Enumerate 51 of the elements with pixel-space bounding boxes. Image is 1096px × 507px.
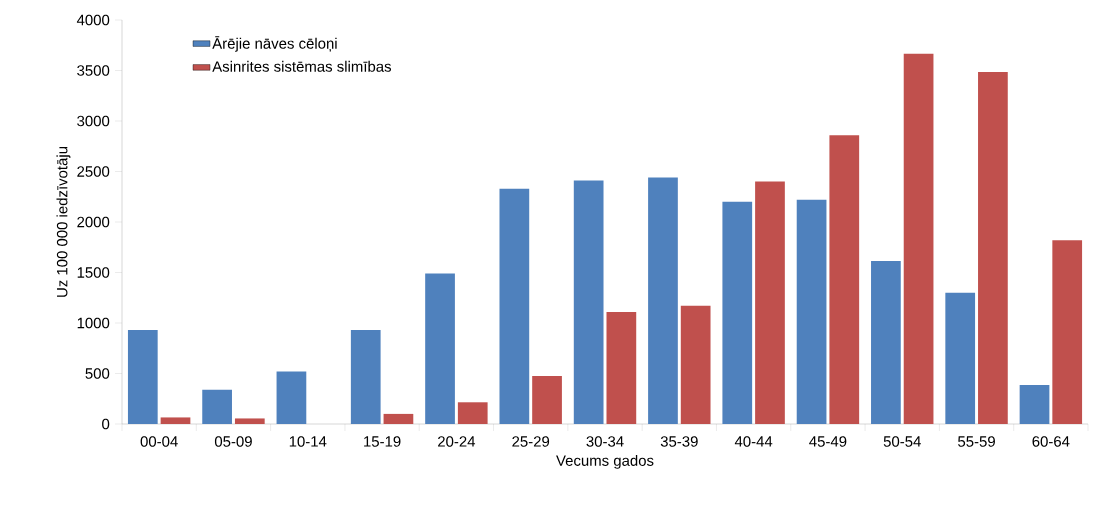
legend-label: Ārējie nāves cēloņi: [212, 36, 337, 52]
x-tick-label: 25-29: [512, 436, 550, 447]
bar: [383, 413, 414, 424]
bar: [978, 72, 1008, 424]
bar: [755, 181, 785, 424]
bar: [160, 417, 191, 424]
bar: [1052, 240, 1083, 424]
bar: [903, 53, 934, 424]
x-tick-label: 55-59: [958, 436, 995, 447]
y-tick-label: 3000: [77, 115, 110, 127]
bar: [722, 201, 753, 424]
x-tick-label: 20-24: [438, 436, 476, 447]
x-tick-label: 60-64: [1032, 436, 1070, 447]
bar: [202, 389, 232, 424]
x-tick-label: 05-09: [214, 436, 252, 447]
legend-label: Asinrites sistēmas slimības: [212, 60, 392, 72]
bar: [532, 376, 562, 424]
y-tick-label: 3500: [77, 65, 110, 76]
x-tick-label: 35-39: [660, 436, 698, 447]
y-axis-title: Uz 100 000 iedzīvotāju: [56, 147, 71, 297]
bar: [829, 135, 860, 424]
bar: [796, 199, 827, 424]
y-tick-label: 500: [85, 368, 110, 379]
x-tick-label: 40-44: [734, 436, 773, 447]
bar: [573, 180, 604, 424]
bar: [457, 402, 488, 424]
bar: [276, 371, 307, 424]
bar: [127, 330, 158, 424]
x-tick-label: 00-04: [140, 436, 178, 447]
bar: [606, 311, 637, 424]
bar: [680, 305, 711, 424]
bar: [350, 330, 381, 424]
bar: [499, 188, 530, 424]
x-axis-title: Vecums gados: [556, 454, 654, 469]
y-tick-label: 1000: [77, 317, 110, 329]
y-tick-label: 0: [102, 418, 110, 430]
x-tick-label: 45-49: [809, 436, 847, 447]
y-tick-label: 1500: [77, 267, 110, 278]
bar: [871, 260, 901, 424]
x-tick-label: 15-19: [364, 436, 401, 447]
y-tick-label: 4000: [76, 14, 110, 26]
bar: [945, 292, 976, 424]
bar: [234, 418, 265, 424]
x-tick-label: 50-54: [883, 436, 921, 447]
bar: [1019, 385, 1050, 424]
bar: [425, 273, 455, 424]
y-tick-label: 2500: [77, 166, 110, 177]
x-tick-label: 10-14: [289, 436, 327, 447]
y-tick-label: 2000: [77, 216, 110, 228]
x-tick-label: 30-34: [586, 436, 624, 447]
bar: [648, 177, 678, 424]
